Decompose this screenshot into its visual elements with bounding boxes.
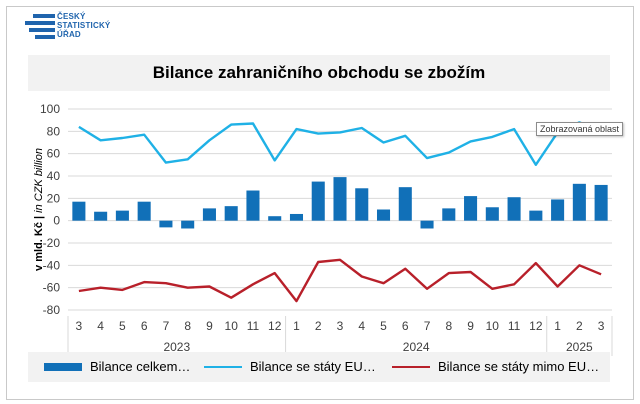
bar-total xyxy=(311,181,325,221)
legend-item-total[interactable]: Bilance celkem… xyxy=(44,358,204,376)
y-tick-label: -20 xyxy=(43,236,61,250)
legend-line-swatch-eu xyxy=(204,366,242,368)
year-label: 2024 xyxy=(403,340,430,354)
y-tick-label: 40 xyxy=(47,169,61,183)
y-tick-label: -60 xyxy=(43,281,61,295)
y-tick-label: 20 xyxy=(47,191,61,205)
bar-total xyxy=(376,209,391,221)
bar-total xyxy=(485,207,499,221)
x-tick-label: 9 xyxy=(206,319,213,333)
bar-total xyxy=(572,183,586,221)
bar-total xyxy=(507,197,521,221)
legend-line-swatch-non-eu xyxy=(392,366,430,368)
x-tick-label: 4 xyxy=(97,319,104,333)
legend-item-eu[interactable]: Bilance se státy EU… xyxy=(204,358,394,376)
bar-total xyxy=(246,190,260,221)
bar-total xyxy=(159,220,173,228)
x-tick-label: 1 xyxy=(293,319,300,333)
x-tick-label: 11 xyxy=(508,319,521,333)
x-tick-label: 2 xyxy=(576,319,583,333)
bar-total xyxy=(202,208,216,221)
bar-total xyxy=(529,210,543,221)
legend-bar-swatch xyxy=(44,363,82,371)
bar-total xyxy=(464,196,478,221)
x-tick-label: 12 xyxy=(529,319,543,333)
x-tick-label: 12 xyxy=(268,319,282,333)
bar-total xyxy=(551,199,565,221)
line-eu xyxy=(78,121,602,167)
legend-item-non-eu[interactable]: Bilance se státy mimo EU… xyxy=(392,358,607,376)
year-label: 2023 xyxy=(163,340,190,354)
bar-total xyxy=(594,184,608,221)
year-label: 2025 xyxy=(566,340,593,354)
y-tick-label: 0 xyxy=(53,214,60,228)
bar-total xyxy=(333,177,347,221)
y-tick-label: -80 xyxy=(43,303,61,317)
chart-area-tooltip: Zobrazovaná oblast xyxy=(536,122,624,136)
bar-total xyxy=(224,206,238,221)
x-tick-label: 8 xyxy=(445,319,452,333)
x-tick-label: 5 xyxy=(380,319,387,333)
bar-total xyxy=(420,220,434,229)
x-tick-label: 3 xyxy=(598,319,605,333)
x-tick-label: 6 xyxy=(402,319,409,333)
logo-line-3: ÚŘAD xyxy=(57,30,81,39)
x-tick-label: 9 xyxy=(467,319,474,333)
bar-total xyxy=(355,188,369,221)
x-tick-label: 3 xyxy=(76,319,83,333)
y-tick-label: 100 xyxy=(40,102,60,116)
bar-total xyxy=(289,213,304,221)
chart-legend: Bilance celkem… Bilance se státy EU… Bil… xyxy=(28,352,610,382)
x-tick-label: 10 xyxy=(486,319,500,333)
legend-label-eu: Bilance se státy EU… xyxy=(250,359,376,374)
legend-label-non-eu: Bilance se státy mimo EU… xyxy=(438,359,600,374)
y-tick-label: 60 xyxy=(47,147,61,161)
x-tick-label: 10 xyxy=(225,319,239,333)
x-tick-label: 7 xyxy=(163,319,170,333)
legend-label-total: Bilance celkem… xyxy=(90,359,191,374)
logo-line-1: ČESKÝ xyxy=(57,12,86,21)
bar-total xyxy=(115,210,129,221)
czso-logo-mark-icon xyxy=(25,14,55,40)
x-tick-label: 8 xyxy=(184,319,191,333)
x-tick-label: 7 xyxy=(424,319,431,333)
x-tick-label: 5 xyxy=(119,319,126,333)
y-tick-label: -40 xyxy=(43,258,61,272)
logo-line-2: STATISTICKÝ xyxy=(57,21,111,30)
y-axis-label: v mld. Kč | in CZK billion xyxy=(33,148,45,271)
bar-total xyxy=(398,187,412,221)
czso-logo-text: ČESKÝ STATISTICKÝ ÚŘAD xyxy=(57,12,110,39)
czso-logo: ČESKÝ STATISTICKÝ ÚŘAD xyxy=(25,12,145,46)
x-tick-label: 1 xyxy=(554,319,561,333)
chart-title: Bilance zahraničního obchodu se zbožím xyxy=(152,63,486,82)
x-tick-label: 3 xyxy=(337,319,344,333)
bar-total xyxy=(94,211,108,221)
x-tick-label: 11 xyxy=(247,319,260,333)
line-non-eu xyxy=(78,258,602,303)
y-tick-label: 80 xyxy=(47,124,61,138)
x-tick-label: 2 xyxy=(315,319,322,333)
chart-title-band: Bilance zahraničního obchodu se zbožím xyxy=(28,55,610,91)
x-tick-label: 4 xyxy=(358,319,365,333)
bar-total xyxy=(137,201,151,221)
bar-total xyxy=(268,216,282,221)
bar-total xyxy=(442,208,456,221)
x-tick-label: 6 xyxy=(141,319,148,333)
bar-total xyxy=(72,201,86,221)
bar-total xyxy=(181,220,195,229)
